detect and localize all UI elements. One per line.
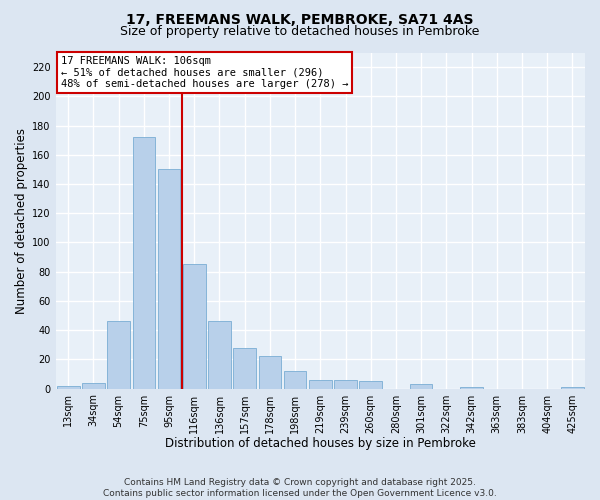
Bar [561,387,584,388]
Bar [158,170,181,388]
Bar [82,383,105,388]
Bar [460,387,483,388]
Text: Size of property relative to detached houses in Pembroke: Size of property relative to detached ho… [121,25,479,38]
Bar [183,264,206,388]
Bar [208,322,231,388]
Bar [259,356,281,388]
X-axis label: Distribution of detached houses by size in Pembroke: Distribution of detached houses by size … [165,437,476,450]
Bar [334,380,357,388]
Text: 17, FREEMANS WALK, PEMBROKE, SA71 4AS: 17, FREEMANS WALK, PEMBROKE, SA71 4AS [126,12,474,26]
Bar [107,322,130,388]
Y-axis label: Number of detached properties: Number of detached properties [15,128,28,314]
Bar [133,138,155,388]
Bar [359,382,382,388]
Bar [284,371,307,388]
Bar [410,384,433,388]
Text: 17 FREEMANS WALK: 106sqm
← 51% of detached houses are smaller (296)
48% of semi-: 17 FREEMANS WALK: 106sqm ← 51% of detach… [61,56,349,89]
Text: Contains HM Land Registry data © Crown copyright and database right 2025.
Contai: Contains HM Land Registry data © Crown c… [103,478,497,498]
Bar [57,386,80,388]
Bar [233,348,256,389]
Bar [309,380,332,388]
